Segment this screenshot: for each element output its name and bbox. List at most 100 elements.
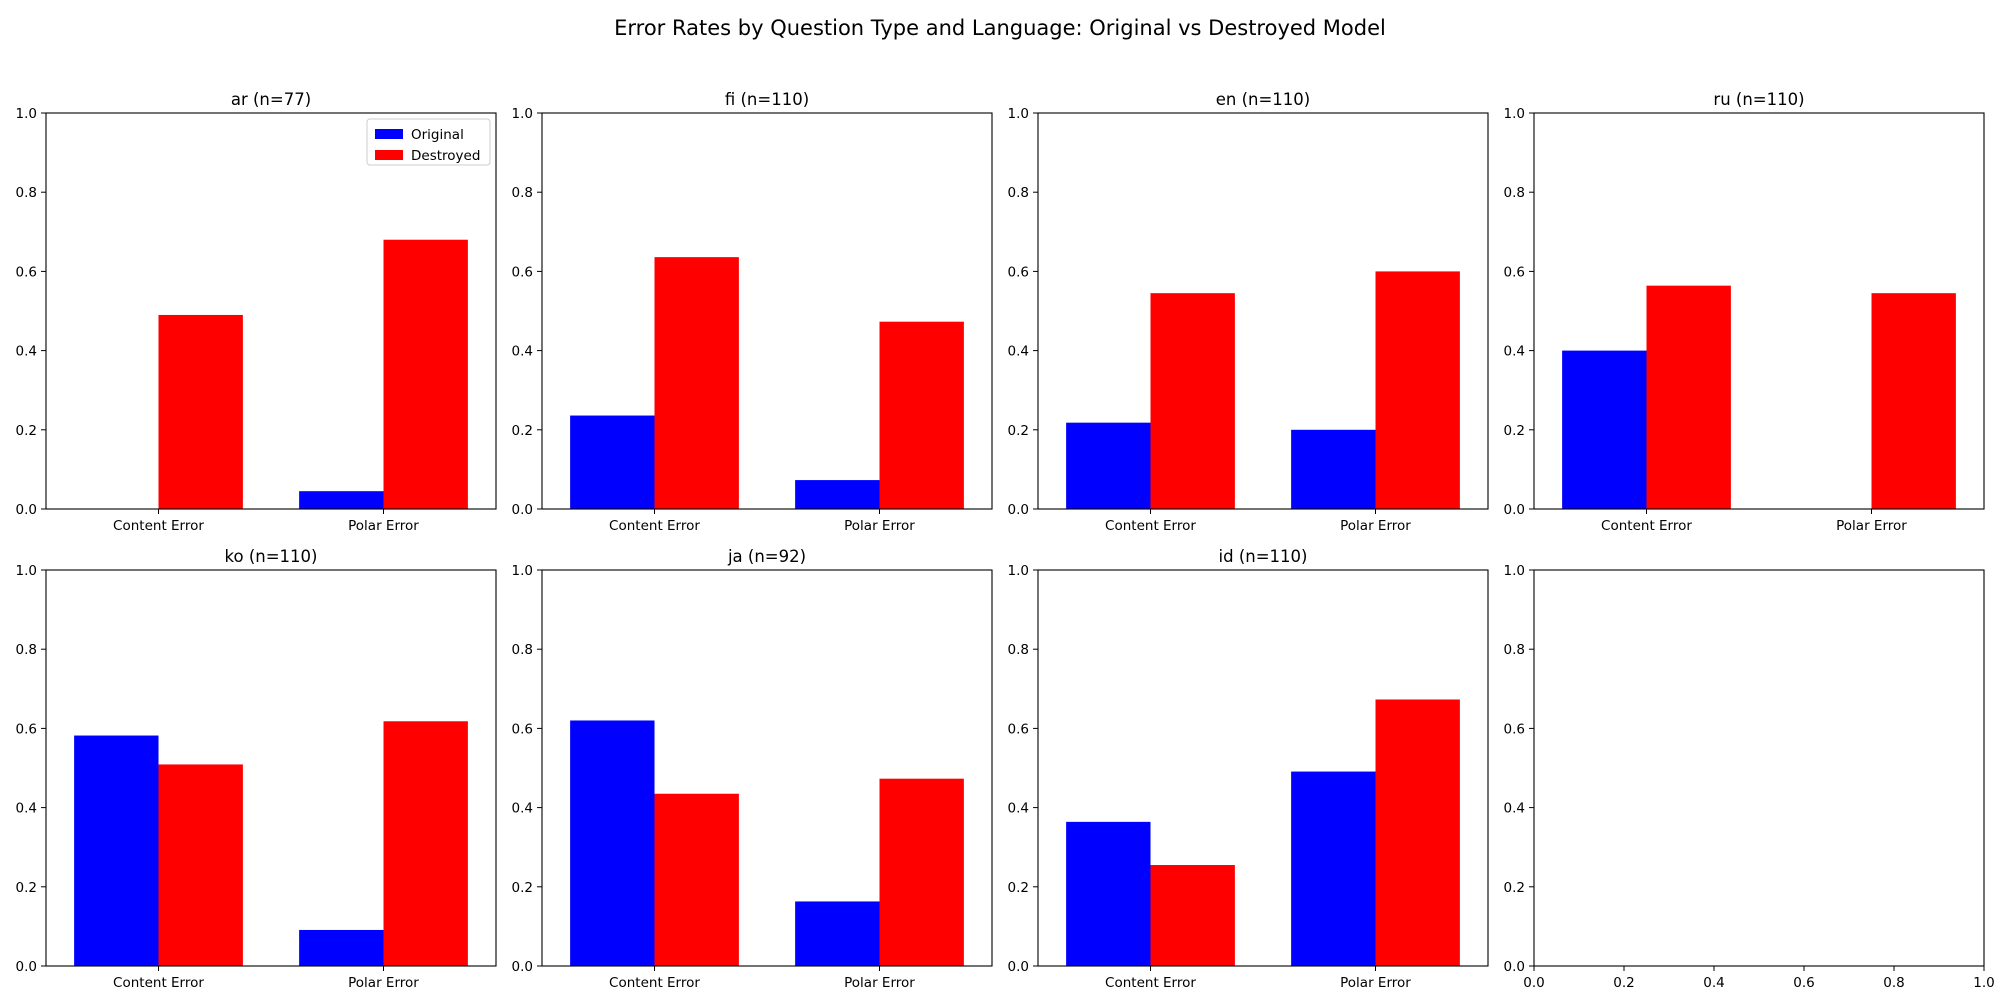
bar-original-polar-error [299,491,384,509]
bar-destroyed-content-error [158,314,243,509]
axes-frame [45,569,497,967]
legend-swatch-original [375,129,403,139]
axes-frame [541,569,993,967]
y-tick-label: 0.8 [1008,185,1029,201]
y-tick-label: 0.6 [1008,264,1029,280]
bar-destroyed-polar-error [879,321,964,509]
bar-destroyed-polar-error [1375,271,1460,509]
y-tick-label: 0.4 [512,801,533,817]
axes-frame [1533,569,1985,967]
y-tick-label: 0.2 [512,880,533,896]
bar-original-content-error [570,415,655,509]
y-tick-label: 0.6 [1504,721,1525,737]
bar-destroyed-content-error [1150,865,1235,966]
bar-original-polar-error [795,480,880,509]
bar-destroyed-content-error [1646,285,1731,509]
x-tick-label: 0.2 [1613,975,1634,991]
bar-destroyed-polar-error [383,721,468,966]
bar-original-content-error [570,720,655,966]
y-tick-label: 0.0 [16,959,37,975]
y-tick-label: 0.8 [1504,642,1525,658]
bar-destroyed-polar-error [1375,699,1460,966]
x-tick-label: Content Error [113,518,204,534]
bar-original-content-error [1562,350,1647,509]
legend: Original Destroyed [366,118,491,166]
x-tick-label: 0.4 [1703,975,1724,991]
subplot-panel: 0.0 0.2 0.4 0.6 0.8 1.0 Content Error Polar Err… [1504,90,1985,534]
y-tick-label: 0.0 [512,502,533,518]
x-tick-label: 0.6 [1793,975,1814,991]
bar-original-polar-error [1291,771,1376,966]
x-tick-label: Content Error [113,975,204,991]
bar-original-content-error [1066,821,1151,966]
subplot-title: ja (n=92) [727,547,806,566]
x-tick-label: 0.8 [1883,975,1904,991]
subplot-panel: 0.0 0.2 0.4 0.6 0.8 1.0 Content Error Polar Err… [16,90,497,534]
y-tick-label: 0.2 [512,423,533,439]
axes-frame [1037,112,1489,510]
subplot-title: en (n=110) [1216,90,1311,109]
bar-destroyed-content-error [654,793,739,966]
y-tick-label: 0.6 [1008,721,1029,737]
y-tick-label: 0.0 [1008,502,1029,518]
bar-destroyed-polar-error [383,239,468,509]
y-tick-label: 0.8 [16,642,37,658]
legend-swatch-destroyed [375,150,403,160]
y-tick-label: 0.8 [16,185,37,201]
axes-frame [45,112,497,510]
axes-frame [541,112,993,510]
subplot-title: id (n=110) [1219,547,1308,566]
x-tick-label: Polar Error [1340,518,1411,534]
subplot-panel: 0.0 0.2 0.4 0.6 0.8 1.0 Content Error Polar Err… [512,547,993,991]
y-tick-label: 1.0 [16,106,37,122]
bar-original-content-error [74,735,159,966]
bar-destroyed-content-error [1150,293,1235,509]
x-tick-label: Polar Error [844,518,915,534]
bar-original-content-error [1066,422,1151,509]
x-tick-label: Polar Error [844,975,915,991]
x-tick-label: Content Error [609,975,700,991]
y-tick-label: 0.2 [16,880,37,896]
bar-destroyed-polar-error [1871,293,1956,509]
subplot-panel: 0.0 0.2 0.4 0.6 0.8 1.0 Content Error Polar Err… [1008,547,1489,991]
x-tick-label: Content Error [1105,975,1196,991]
y-tick-label: 0.6 [16,721,37,737]
y-tick-label: 0.8 [512,642,533,658]
y-tick-label: 0.6 [1504,264,1525,280]
bar-destroyed-polar-error [879,778,964,966]
x-tick-label: Polar Error [348,975,419,991]
y-tick-label: 1.0 [1008,106,1029,122]
y-tick-label: 0.0 [16,502,37,518]
x-tick-label: Polar Error [348,518,419,534]
x-tick-label: Content Error [1601,518,1692,534]
axes-frame [1037,569,1489,967]
y-tick-label: 0.0 [1504,502,1525,518]
x-tick-label: Polar Error [1340,975,1411,991]
y-tick-label: 0.4 [1504,344,1525,360]
y-tick-label: 0.4 [1008,801,1029,817]
x-tick-label: Content Error [609,518,700,534]
y-tick-label: 0.6 [512,264,533,280]
y-tick-label: 0.2 [1008,880,1029,896]
y-tick-label: 1.0 [16,563,37,579]
bar-destroyed-content-error [158,764,243,966]
y-tick-label: 0.4 [16,801,37,817]
subplot-panel: 0.0 0.2 0.4 0.6 0.8 1.0 0.0 0.2 0.4 0.6 0.8 1.0 [1504,563,1995,991]
y-tick-label: 0.0 [1008,959,1029,975]
y-tick-label: 1.0 [512,563,533,579]
legend-label-original: Original [411,127,464,143]
y-tick-label: 1.0 [1504,106,1525,122]
x-tick-label: 1.0 [1973,975,1994,991]
x-tick-label: 0.0 [1523,975,1544,991]
x-tick-label: Polar Error [1836,518,1907,534]
x-tick-label: Content Error [1105,518,1196,534]
y-tick-label: 0.2 [16,423,37,439]
subplot-title: ko (n=110) [225,547,318,566]
y-tick-label: 0.2 [1504,423,1525,439]
subplot-title: ru (n=110) [1713,90,1804,109]
bar-original-polar-error [795,901,880,966]
y-tick-label: 0.6 [512,721,533,737]
y-tick-label: 0.8 [512,185,533,201]
y-tick-label: 0.4 [512,344,533,360]
y-tick-label: 0.4 [1504,801,1525,817]
